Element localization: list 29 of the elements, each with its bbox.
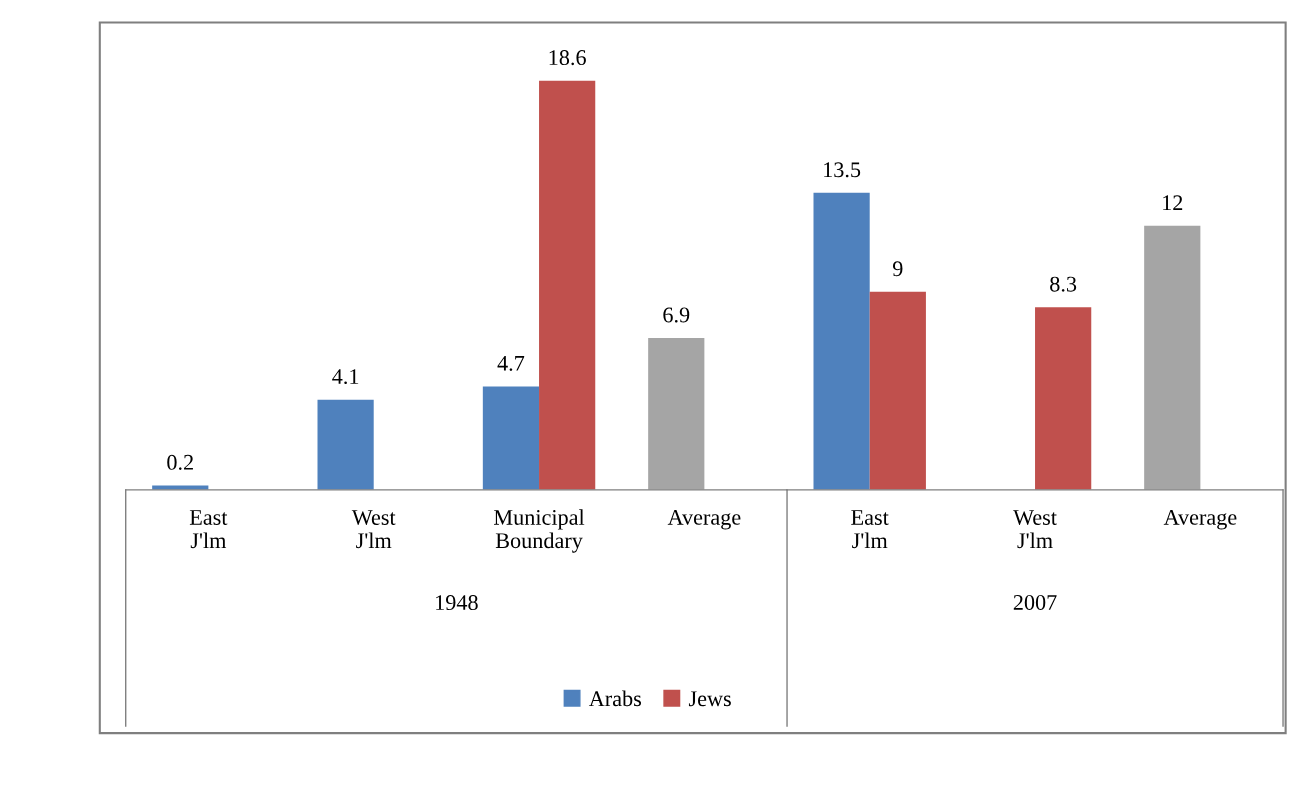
data-label: 8.3 — [1050, 276, 1077, 292]
bar — [539, 80, 596, 490]
data-label: 13.5 — [824, 162, 861, 178]
bar — [1144, 225, 1201, 490]
legend-label: Arabs — [588, 690, 642, 707]
bar — [869, 291, 926, 490]
x-tick-label: Average — [667, 509, 741, 530]
bar — [1035, 307, 1092, 490]
x-axis-title: 1948 — [436, 595, 478, 611]
bar — [152, 485, 209, 490]
x-axis-title: 2007 — [1013, 594, 1057, 610]
data-label: 12 — [1163, 195, 1183, 211]
data-label: 4.1 — [332, 369, 359, 385]
bar — [813, 192, 870, 490]
data-label: 9 — [892, 261, 903, 277]
data-label: 0.2 — [167, 454, 193, 470]
x-tick-label: East J'lm — [189, 510, 228, 549]
bar — [482, 386, 540, 490]
data-label: 18.6 — [549, 50, 586, 66]
data-label: 4.7 — [497, 355, 525, 371]
x-tick-label: East J'lm — [851, 510, 889, 549]
x-tick-label: West J'lm — [1013, 510, 1057, 549]
bar — [317, 399, 374, 490]
x-tick-label: West J'lm — [351, 510, 396, 549]
data-label: 6.9 — [663, 307, 690, 323]
x-tick-label: Municipal Boundary — [494, 509, 585, 553]
bar — [648, 338, 705, 490]
legend-label: Jews — [688, 691, 731, 707]
x-tick-label: Average — [1163, 509, 1237, 530]
